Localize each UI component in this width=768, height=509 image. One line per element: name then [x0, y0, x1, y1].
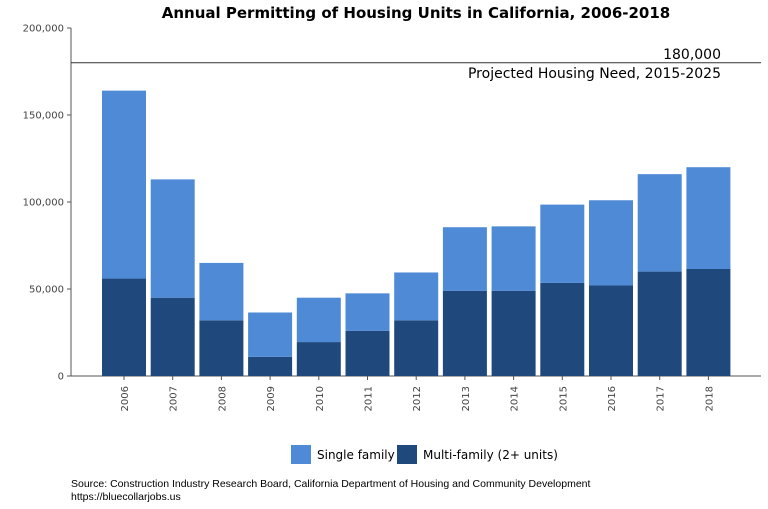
x-tick-label: 2016	[607, 386, 618, 411]
legend-label: Multi-family (2+ units)	[423, 448, 558, 462]
bar-multi-family-2013	[442, 290, 487, 376]
bar-single-family-2006	[102, 90, 146, 279]
bar-multi-family-2006	[102, 278, 146, 376]
reference-line-group: 180,000 Projected Housing Need, 2015-2025	[71, 47, 761, 82]
legend-swatch	[291, 445, 311, 464]
bar-multi-family-2016	[589, 285, 633, 376]
legend-label: Single family	[317, 448, 395, 462]
x-tick-label: 2009	[266, 386, 277, 411]
bar-single-family-2009	[248, 312, 293, 357]
bar-single-family-2014	[491, 226, 536, 291]
x-tick-label: 2017	[656, 386, 667, 411]
x-tick-label: 2011	[364, 386, 375, 411]
y-tick-label: 200,000	[23, 24, 64, 35]
bar-multi-family-2015	[540, 282, 585, 376]
legend-swatch	[397, 445, 417, 464]
legend-item-multi-family: Multi-family (2+ units)	[397, 445, 558, 464]
y-tick-label: 50,000	[29, 285, 64, 296]
chart-title: Annual Permitting of Housing Units in Ca…	[162, 4, 670, 22]
bar-single-family-2012	[394, 272, 439, 321]
legend: Single family Multi-family (2+ units)	[291, 445, 558, 464]
x-tick-label: 2012	[412, 386, 423, 411]
source-note: Source: Construction Industry Research B…	[71, 478, 590, 504]
bar-single-family-2018	[686, 167, 731, 269]
bar-single-family-2010	[296, 297, 341, 343]
reference-line-label: Projected Housing Need, 2015-2025	[468, 66, 721, 82]
x-tick-label: 2006	[120, 386, 131, 411]
y-tick-label: 150,000	[23, 111, 64, 122]
bar-multi-family-2010	[296, 342, 341, 376]
bar-multi-family-2007	[150, 297, 195, 376]
bar-single-family-2011	[345, 293, 390, 331]
bar-multi-family-2008	[199, 320, 244, 376]
x-tick-label: 2015	[558, 386, 569, 411]
bar-multi-family-2017	[637, 271, 682, 376]
bar-single-family-2016	[589, 200, 633, 286]
bar-single-family-2007	[150, 179, 195, 298]
x-tick-label: 2007	[169, 386, 180, 411]
source-url: https://bluecollarjobs.us	[71, 491, 181, 503]
x-tick-label: 2013	[461, 386, 472, 411]
bar-multi-family-2009	[248, 356, 293, 376]
bars	[102, 90, 731, 376]
y-tick-label: 0	[58, 372, 64, 383]
bar-single-family-2017	[637, 174, 682, 272]
bar-single-family-2013	[442, 227, 487, 291]
bar-multi-family-2012	[394, 320, 439, 376]
bar-single-family-2008	[199, 262, 244, 321]
x-tick-label: 2018	[704, 386, 715, 411]
x-tick-label: 2010	[315, 386, 326, 411]
bar-multi-family-2018	[686, 268, 731, 376]
bar-multi-family-2011	[345, 330, 390, 376]
x-tick-label: 2014	[510, 386, 521, 411]
source-text: Source: Construction Industry Research B…	[71, 478, 591, 490]
reference-value-label: 180,000	[663, 47, 721, 63]
x-tick-label: 2008	[217, 386, 228, 411]
y-tick-label: 100,000	[23, 198, 64, 209]
bar-single-family-2015	[540, 204, 585, 283]
bar-multi-family-2014	[491, 290, 536, 376]
axes: 0 50,000 100,000 150,000 200,000 2006 2007 2008…	[23, 24, 761, 411]
legend-item-single-family: Single family	[291, 445, 395, 464]
